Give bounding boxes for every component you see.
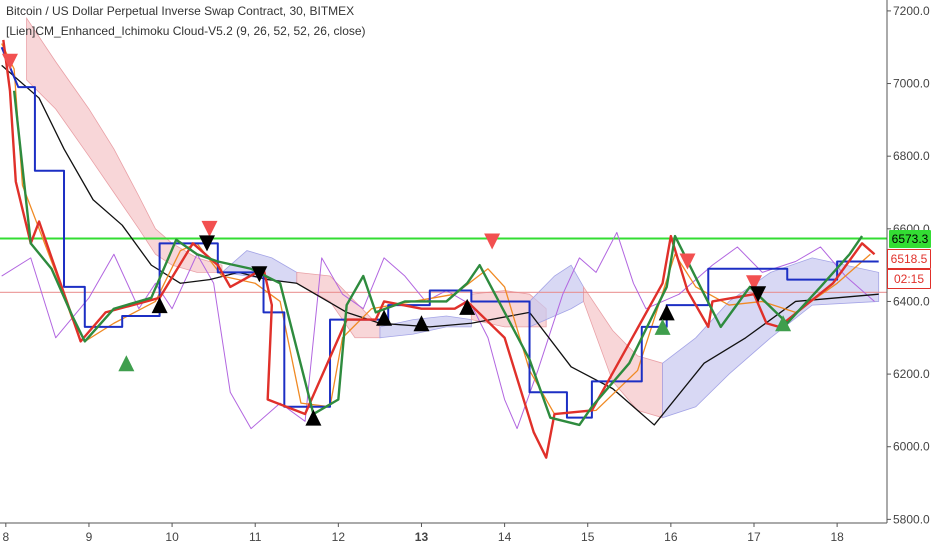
x-tick-label: 11 — [249, 530, 262, 544]
red-sell-marker — [679, 253, 696, 270]
bull-cloud-5 — [529, 264, 584, 328]
x-tick-label: 13 — [415, 530, 429, 544]
red-sell-marker — [484, 233, 501, 250]
x-tick-label: 14 — [498, 530, 512, 544]
x-tick-label: 15 — [581, 530, 595, 544]
y-tick-label: 6800.0 — [893, 149, 930, 163]
last-price-tag: 6518.5 — [887, 249, 931, 270]
countdown-tag: 02:15 — [887, 269, 931, 290]
bear-cloud-2 — [296, 271, 381, 339]
y-tick-label: 7000.0 — [893, 77, 930, 91]
signal-markers — [1, 53, 792, 426]
black-buy-marker — [376, 309, 393, 326]
indicator-lines — [0, 39, 879, 459]
kijun-sen-line — [0, 46, 879, 419]
black-buy-marker — [151, 297, 168, 314]
y-tick-label: 5800.0 — [893, 512, 930, 526]
black-sell-marker — [251, 266, 268, 283]
chart-title: Bitcoin / US Dollar Perpetual Inverse Sw… — [6, 4, 355, 18]
green-buy-marker — [118, 355, 135, 372]
y-tick-label: 7200.0 — [893, 4, 930, 18]
x-tick-label: 8 — [2, 530, 9, 544]
x-tick-label: 18 — [830, 530, 844, 544]
x-tick-label: 9 — [86, 530, 93, 544]
price-up-line — [12, 90, 864, 427]
x-tick-label: 17 — [747, 530, 761, 544]
black-buy-marker — [305, 409, 322, 426]
black-buy-marker — [413, 315, 430, 332]
red-sell-marker — [1, 53, 18, 70]
x-tick-label: 12 — [332, 530, 346, 544]
y-tick-label: 6000.0 — [893, 440, 930, 454]
bull-cloud-7 — [662, 257, 880, 419]
black-sell-marker — [750, 286, 767, 303]
red-sell-marker — [201, 220, 218, 237]
y-tick-label: 6200.0 — [893, 367, 930, 381]
y-tick-label: 6400.0 — [893, 294, 930, 308]
black-sell-marker — [198, 235, 215, 252]
price-down-line — [2, 39, 876, 459]
ichimoku-cloud-layer — [26, 16, 880, 419]
high-level-tag: 6573.3 — [889, 229, 931, 248]
bear-cloud-4 — [470, 290, 547, 328]
green-buy-marker — [654, 318, 671, 335]
black-buy-marker — [658, 304, 675, 321]
red-sell-marker — [745, 275, 762, 292]
x-tick-label: 10 — [165, 530, 179, 544]
green-buy-marker — [775, 315, 792, 332]
bear-cloud-0 — [26, 16, 223, 273]
x-tick-label: 16 — [664, 530, 678, 544]
black-buy-marker — [459, 298, 476, 315]
indicator-legend[interactable]: [Lien]CM_Enhanced_Ichimoku Cloud-V5.2 (9… — [6, 24, 366, 38]
